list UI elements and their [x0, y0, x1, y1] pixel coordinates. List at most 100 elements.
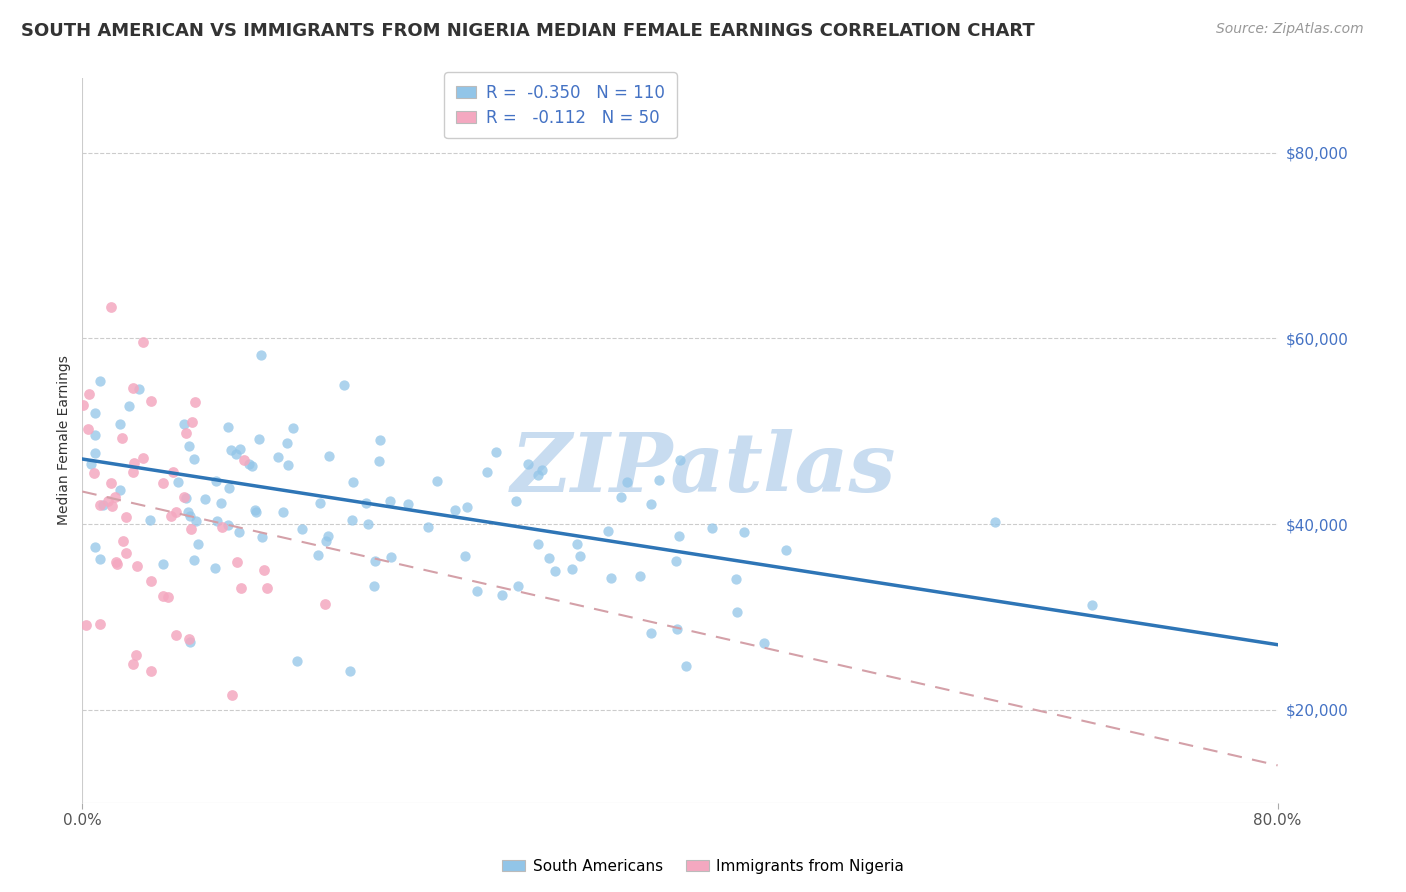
Legend: South Americans, Immigrants from Nigeria: South Americans, Immigrants from Nigeria [496, 853, 910, 880]
Point [83, 406, 105, 420]
Point [567, 537, 589, 551]
Point [83, 541, 105, 555]
Point [83, 466, 105, 480]
Text: Source: ZipAtlas.com: Source: ZipAtlas.com [1216, 22, 1364, 37]
Point [122, 466, 145, 480]
Point [453, 549, 475, 563]
Point [100, 475, 122, 490]
Point [194, 492, 217, 507]
Point [141, 665, 163, 679]
Point [205, 514, 228, 528]
Point [100, 300, 122, 314]
Point [318, 449, 340, 463]
Point [221, 688, 243, 702]
Point [506, 579, 529, 593]
Point [724, 573, 747, 587]
Point [256, 581, 278, 595]
Point [342, 475, 364, 490]
Point [752, 636, 775, 650]
Point [76, 421, 98, 435]
Point [668, 528, 690, 542]
Point [530, 463, 553, 477]
Point [368, 434, 391, 448]
Point [80, 457, 103, 471]
Point [775, 543, 797, 558]
Point [314, 597, 336, 611]
Point [89, 498, 111, 512]
Point [173, 417, 195, 431]
Point [180, 522, 202, 536]
Point [598, 524, 620, 539]
Point [97, 493, 120, 508]
Point [219, 443, 242, 458]
Point [396, 497, 419, 511]
Point [1081, 598, 1104, 612]
Point [79, 387, 101, 401]
Point [357, 517, 380, 532]
Point [84, 427, 107, 442]
Point [165, 504, 187, 518]
Point [456, 500, 478, 515]
Point [267, 450, 290, 464]
Point [101, 499, 124, 513]
Point [115, 510, 138, 524]
Point [339, 664, 361, 678]
Point [138, 512, 160, 526]
Point [666, 622, 689, 636]
Point [281, 421, 304, 435]
Point [110, 483, 132, 498]
Point [105, 555, 128, 569]
Point [204, 561, 226, 575]
Point [209, 496, 232, 510]
Point [132, 335, 155, 350]
Point [124, 648, 146, 662]
Point [426, 475, 449, 489]
Point [159, 509, 181, 524]
Point [240, 459, 263, 474]
Point [127, 558, 149, 573]
Point [181, 415, 204, 429]
Point [616, 475, 638, 489]
Point [211, 520, 233, 534]
Point [675, 659, 697, 673]
Point [543, 564, 565, 578]
Point [291, 522, 314, 536]
Point [128, 382, 150, 396]
Point [984, 515, 1007, 529]
Point [111, 431, 134, 445]
Point [121, 381, 143, 395]
Text: ZIPatlas: ZIPatlas [512, 429, 897, 509]
Point [217, 419, 239, 434]
Point [315, 533, 337, 548]
Point [561, 562, 583, 576]
Point [228, 524, 250, 539]
Point [333, 378, 356, 392]
Point [640, 497, 662, 511]
Point [725, 606, 748, 620]
Point [187, 537, 209, 551]
Point [91, 498, 114, 512]
Point [218, 481, 240, 495]
Point [174, 425, 197, 440]
Legend: R =  -0.350   N = 110, R =   -0.112   N = 50: R = -0.350 N = 110, R = -0.112 N = 50 [444, 72, 676, 138]
Point [121, 657, 143, 672]
Point [628, 568, 651, 582]
Point [285, 654, 308, 668]
Point [105, 558, 128, 572]
Point [363, 554, 385, 568]
Point [253, 563, 276, 577]
Point [648, 473, 671, 487]
Point [104, 490, 127, 504]
Point [89, 617, 111, 632]
Point [276, 436, 298, 450]
Point [228, 442, 250, 456]
Point [252, 530, 274, 544]
Point [165, 628, 187, 642]
Point [367, 454, 389, 468]
Point [115, 546, 138, 560]
Point [243, 503, 266, 517]
Point [516, 457, 538, 471]
Point [668, 452, 690, 467]
Point [205, 474, 228, 488]
Point [184, 514, 207, 528]
